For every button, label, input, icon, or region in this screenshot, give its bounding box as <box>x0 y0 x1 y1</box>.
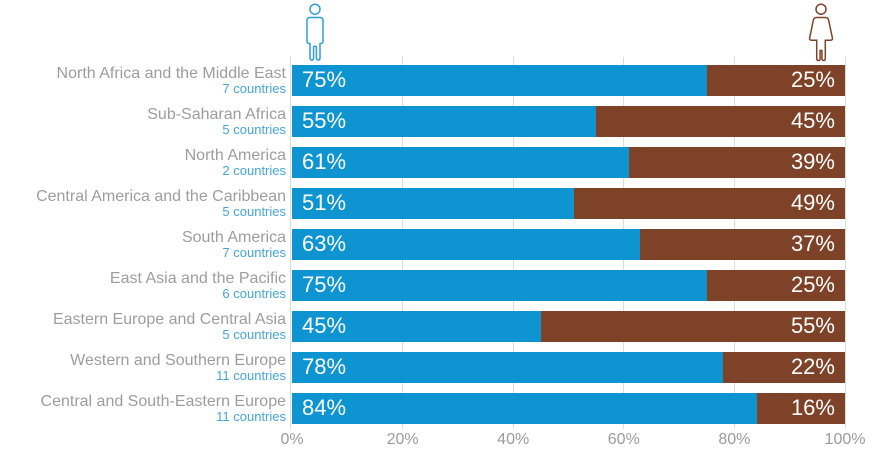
male-bar-segment: 75% <box>292 65 707 96</box>
region-label: Western and Southern Europe <box>70 352 286 369</box>
female-bar-segment: 25% <box>706 270 845 301</box>
chart-row: East Asia and the Pacific 6 countries 75… <box>0 270 872 311</box>
male-percentage-label: 61% <box>302 149 347 174</box>
male-percentage-label: 55% <box>302 108 347 133</box>
stacked-bar: 51% 49% <box>292 188 845 219</box>
female-bar-segment: 49% <box>574 188 845 219</box>
country-count-label: 7 countries <box>222 81 286 96</box>
gridline-100pct <box>845 57 846 429</box>
gridline-0pct <box>290 57 291 429</box>
region-label: North Africa and the Middle East <box>56 65 286 82</box>
chart-row: Western and Southern Europe 11 countries… <box>0 352 872 393</box>
female-bar-segment: 37% <box>640 229 845 260</box>
country-count-label: 5 countries <box>222 327 286 342</box>
chart-row: Sub-Saharan Africa 5 countries 55% 45% <box>0 106 872 147</box>
country-count-label: 5 countries <box>222 204 286 219</box>
chart-row: Central America and the Caribbean 5 coun… <box>0 188 872 229</box>
stacked-bar: 75% 25% <box>292 270 845 301</box>
female-percentage-label: 22% <box>790 354 835 379</box>
male-bar-segment: 55% <box>292 106 597 137</box>
female-bar-segment: 25% <box>706 65 845 96</box>
male-bar-segment: 63% <box>292 229 641 260</box>
man-icon <box>302 3 328 62</box>
female-percentage-label: 25% <box>790 67 835 92</box>
female-bar-segment: 16% <box>756 393 845 424</box>
stacked-bar: 61% 39% <box>292 147 845 178</box>
country-count-label: 2 countries <box>222 163 286 178</box>
male-bar-segment: 61% <box>292 147 630 178</box>
region-label: Eastern Europe and Central Asia <box>52 311 286 328</box>
male-bar-segment: 51% <box>292 188 575 219</box>
x-axis-tick: 0% <box>280 431 304 448</box>
x-axis-tick: 80% <box>718 431 751 448</box>
row-label-block: Western and Southern Europe 11 countries <box>0 352 286 383</box>
row-label-block: North Africa and the Middle East 7 count… <box>0 65 286 96</box>
male-bar-segment: 45% <box>292 311 541 342</box>
chart-row: Eastern Europe and Central Asia 5 countr… <box>0 311 872 352</box>
male-percentage-label: 63% <box>302 231 347 256</box>
male-bar-segment: 78% <box>292 352 724 383</box>
male-percentage-label: 78% <box>302 354 347 379</box>
stacked-bar: 75% 25% <box>292 65 845 96</box>
x-axis-tick: 40% <box>497 431 530 448</box>
row-label-block: Central and South-Eastern Europe 11 coun… <box>0 393 286 424</box>
stacked-bar: 55% 45% <box>292 106 845 137</box>
region-label: Central and South-Eastern Europe <box>40 393 286 410</box>
female-percentage-label: 39% <box>790 149 835 174</box>
stacked-bar: 45% 55% <box>292 311 845 342</box>
female-percentage-label: 25% <box>790 272 835 297</box>
male-bar-segment: 84% <box>292 393 757 424</box>
chart-row: South America 7 countries 63% 37% <box>0 229 872 270</box>
female-bar-segment: 22% <box>723 352 845 383</box>
row-label-block: North America 2 countries <box>0 147 286 178</box>
row-label-block: Sub-Saharan Africa 5 countries <box>0 106 286 137</box>
stacked-bar: 84% 16% <box>292 393 845 424</box>
male-percentage-label: 45% <box>302 313 347 338</box>
stacked-bar: 63% 37% <box>292 229 845 260</box>
male-percentage-label: 51% <box>302 190 347 215</box>
female-percentage-label: 49% <box>790 190 835 215</box>
female-bar-segment: 45% <box>596 106 845 137</box>
stacked-bar: 78% 22% <box>292 352 845 383</box>
country-count-label: 11 countries <box>216 368 286 383</box>
row-label-block: Central America and the Caribbean 5 coun… <box>0 188 286 219</box>
chart-rows: North Africa and the Middle East 7 count… <box>0 65 872 434</box>
chart-row: North Africa and the Middle East 7 count… <box>0 65 872 106</box>
x-axis: 0% 20% 40% 60% 80% 100% <box>280 431 865 451</box>
x-axis-tick: 60% <box>607 431 640 448</box>
country-count-label: 11 countries <box>216 409 286 424</box>
region-label: Sub-Saharan Africa <box>147 106 286 123</box>
row-label-block: East Asia and the Pacific 6 countries <box>0 270 286 301</box>
male-percentage-label: 75% <box>302 272 347 297</box>
chart-row: Central and South-Eastern Europe 11 coun… <box>0 393 872 434</box>
female-bar-segment: 39% <box>629 147 845 178</box>
row-label-block: South America 7 countries <box>0 229 286 260</box>
woman-icon <box>805 3 837 63</box>
x-axis-tick: 100% <box>824 431 866 448</box>
country-count-label: 7 countries <box>222 245 286 260</box>
region-label: North America <box>184 147 286 164</box>
female-percentage-label: 16% <box>790 395 835 420</box>
female-percentage-label: 55% <box>790 313 835 338</box>
female-percentage-label: 37% <box>790 231 835 256</box>
female-percentage-label: 45% <box>790 108 835 133</box>
region-label: East Asia and the Pacific <box>109 270 286 287</box>
row-label-block: Eastern Europe and Central Asia 5 countr… <box>0 311 286 342</box>
country-count-label: 5 countries <box>222 122 286 137</box>
male-percentage-label: 75% <box>302 67 347 92</box>
male-percentage-label: 84% <box>302 395 347 420</box>
region-label: South America <box>181 229 286 246</box>
region-label: Central America and the Caribbean <box>36 188 286 205</box>
female-bar-segment: 55% <box>540 311 845 342</box>
country-count-label: 6 countries <box>222 286 286 301</box>
male-bar-segment: 75% <box>292 270 707 301</box>
x-axis-tick: 20% <box>386 431 419 448</box>
chart-row: North America 2 countries 61% 39% <box>0 147 872 188</box>
